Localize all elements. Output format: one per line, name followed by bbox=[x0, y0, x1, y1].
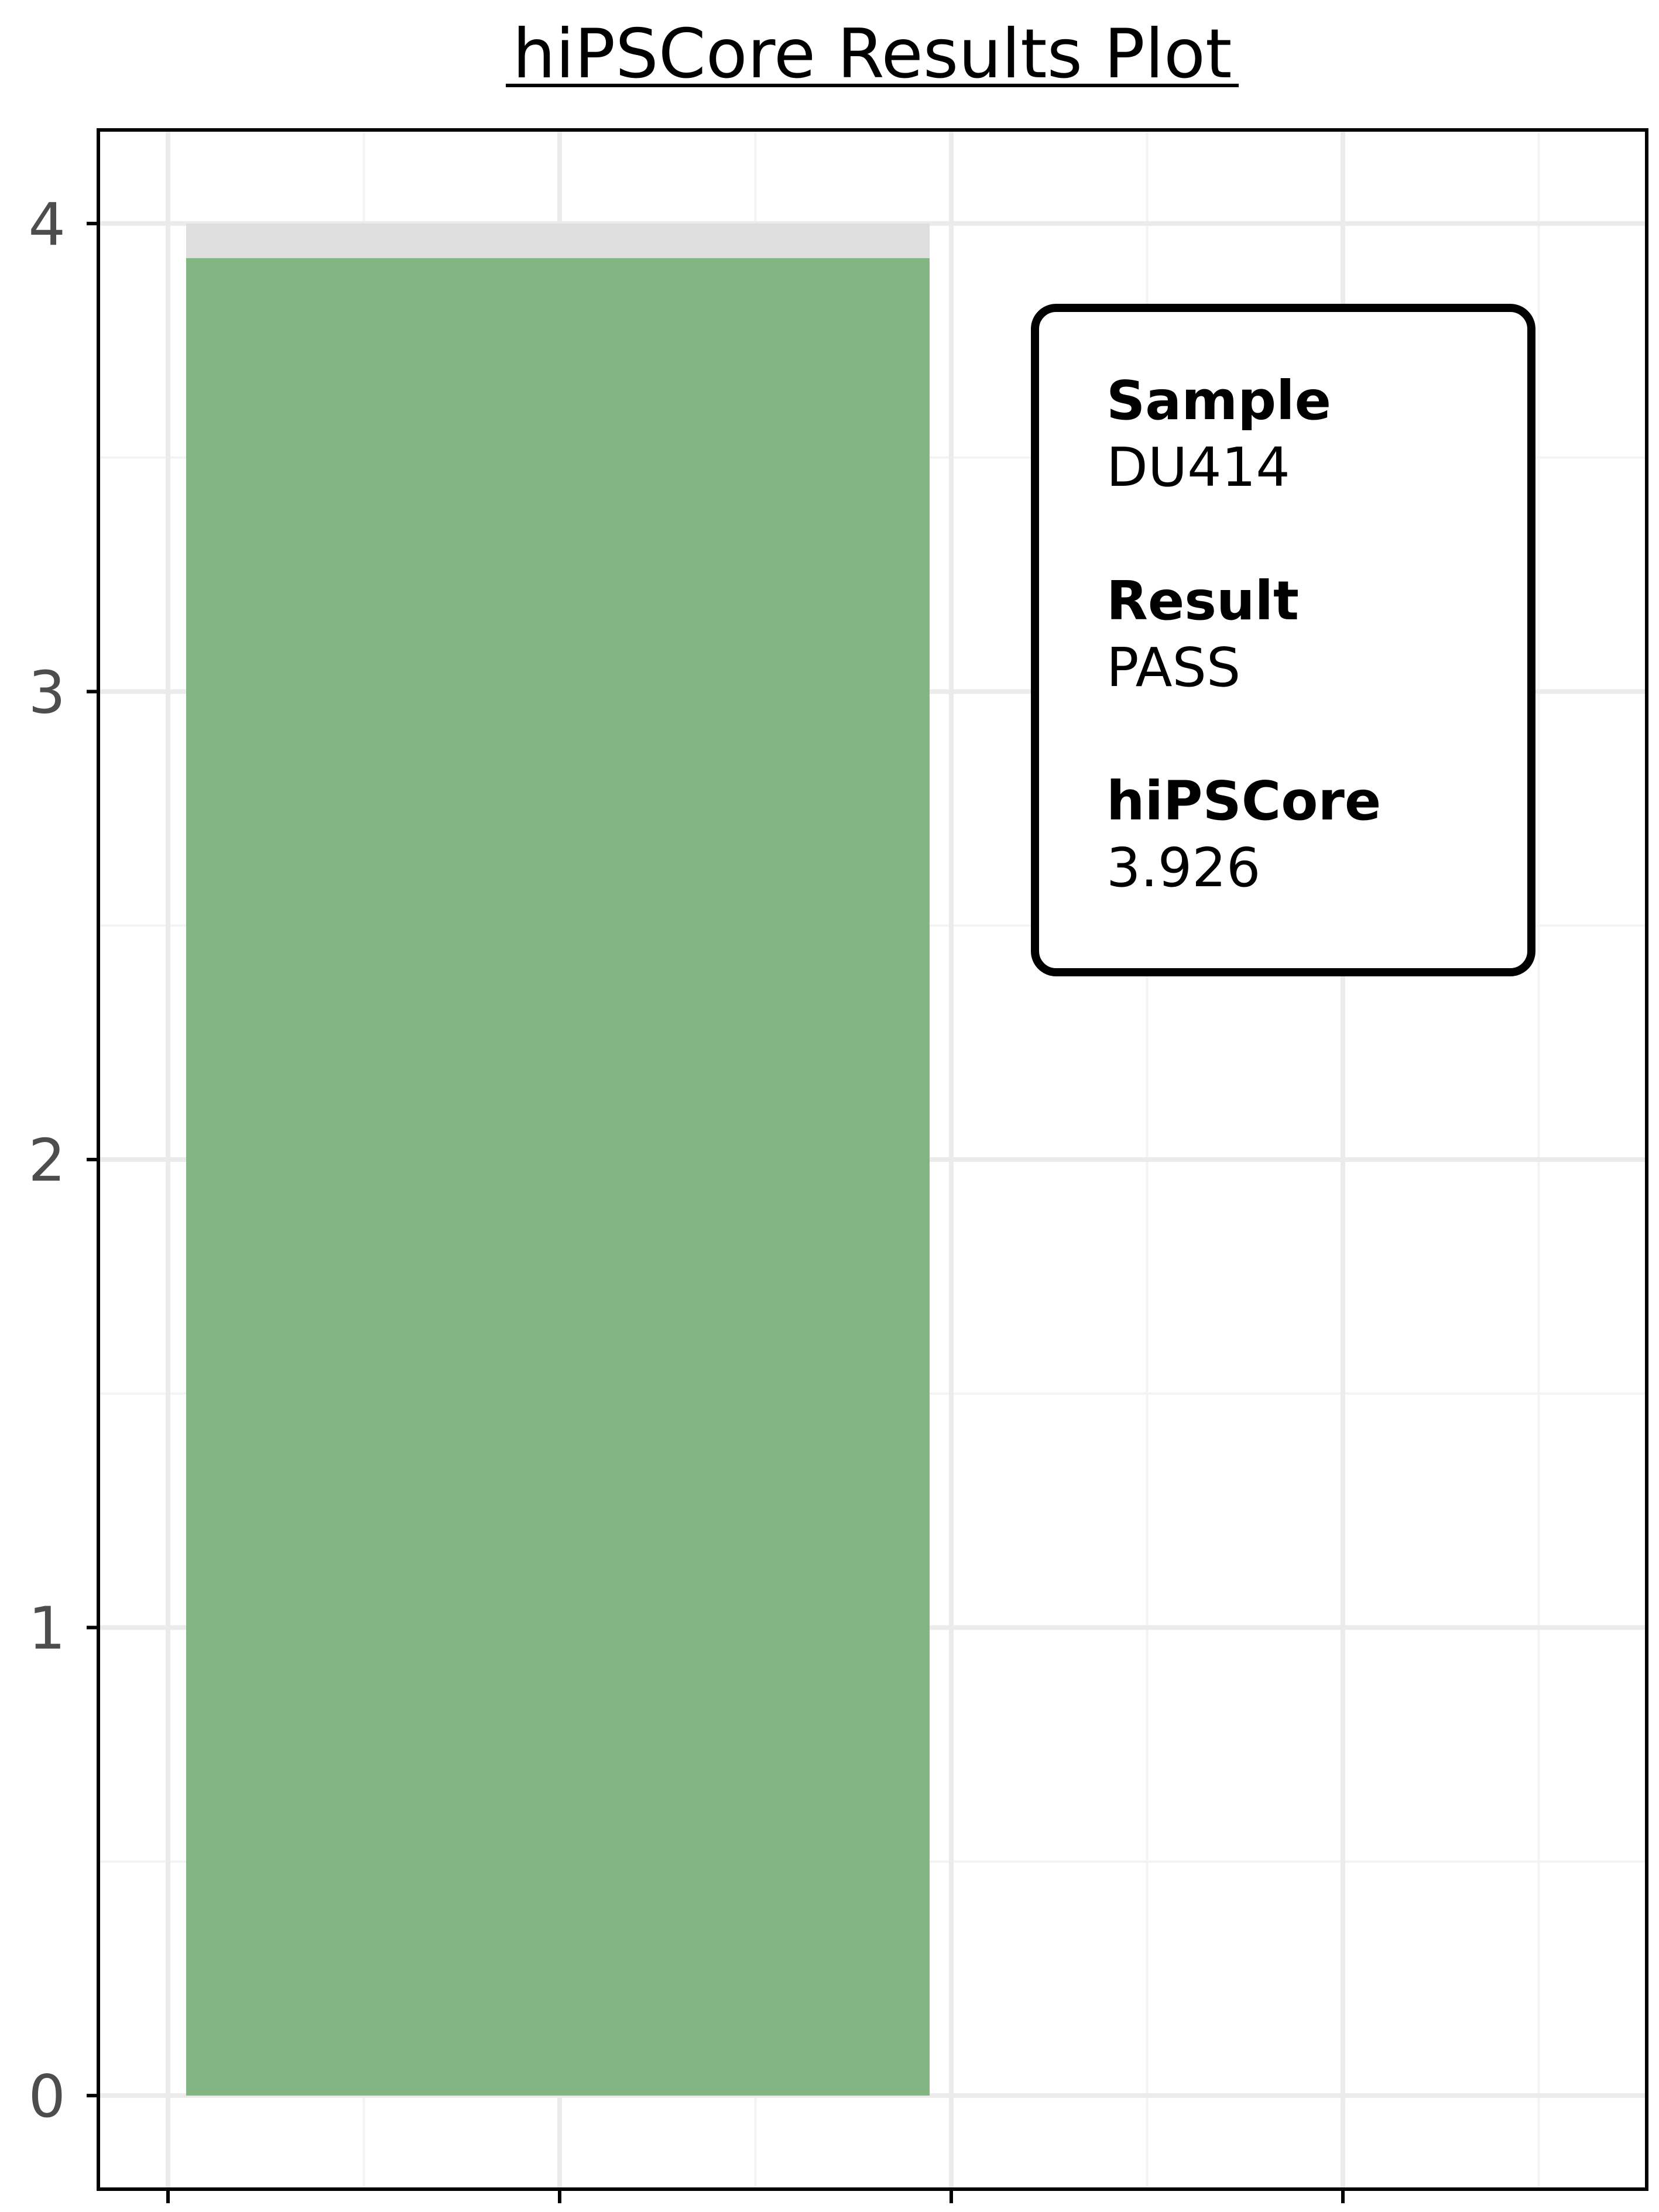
y-tick-label: 3 bbox=[28, 658, 66, 726]
y-tick-label: 2 bbox=[28, 1126, 66, 1195]
info-box: Sample DU414 Result PASS hiPSCore 3.926 bbox=[1031, 304, 1535, 976]
score-value: 3.926 bbox=[1106, 836, 1260, 899]
score-heading: hiPSCore bbox=[1106, 770, 1381, 832]
score-bar bbox=[186, 258, 930, 2096]
result-value: PASS bbox=[1106, 636, 1240, 699]
y-tick-label: 4 bbox=[28, 190, 66, 259]
chart-title: hiPSCore Results Plot bbox=[512, 15, 1232, 94]
info-box-frame bbox=[1031, 304, 1535, 976]
y-tick-label: 0 bbox=[28, 2062, 66, 2131]
sample-value: DU414 bbox=[1106, 436, 1290, 499]
result-heading: Result bbox=[1106, 570, 1299, 632]
sample-heading: Sample bbox=[1106, 369, 1331, 432]
y-tick-label: 1 bbox=[28, 1594, 66, 1663]
axis-ticks: 0 1 2 3 4 bbox=[28, 190, 1345, 2203]
bar-layer bbox=[186, 223, 930, 2096]
